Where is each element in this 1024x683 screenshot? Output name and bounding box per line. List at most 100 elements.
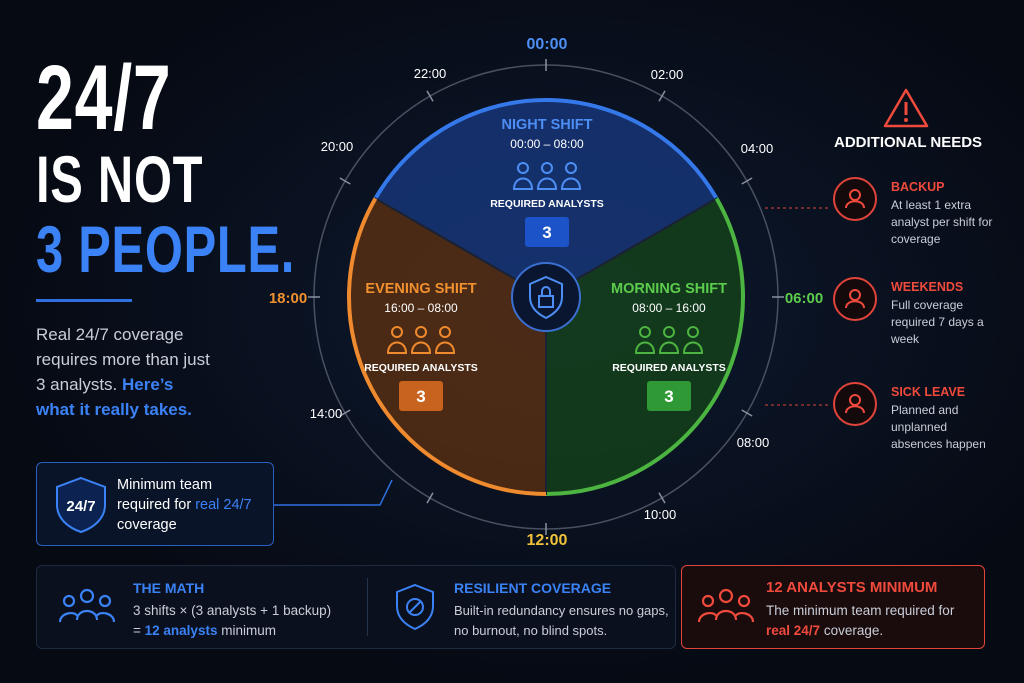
person (682, 341, 704, 354)
badge-suffix: coverage (117, 517, 177, 533)
glyph (849, 189, 861, 201)
clock-label: 12:00 (527, 532, 568, 549)
minimum-highlight: real 24/7 (766, 623, 821, 638)
shift-arc (373, 98, 719, 200)
clock-label: 00:00 (527, 36, 568, 53)
intro-highlight: Here’s what it really takes. (36, 375, 192, 419)
need-icon (833, 177, 877, 221)
clock-label: 10:00 (644, 507, 677, 522)
count-box (525, 217, 569, 247)
need-text: At least 1 extra analyst per shift for c… (891, 198, 993, 246)
person (434, 341, 456, 354)
clock-label: 20:00 (321, 139, 354, 154)
resilient-text: Built-in redundancy ensures no gaps, no … (454, 603, 669, 638)
hour-tick (426, 90, 434, 102)
person (565, 162, 577, 174)
count-box (399, 381, 443, 411)
glyph (849, 394, 861, 406)
need-icon (833, 382, 877, 426)
shift-hours: 08:00 – 16:00 (632, 301, 706, 315)
need-icon (833, 277, 877, 321)
people-icon (512, 162, 582, 190)
math-highlight: 12 analysts (144, 623, 218, 638)
need-glyph (845, 289, 865, 309)
minimum-panel: 12 ANALYSTS MINIMUM The minimum team req… (681, 565, 985, 649)
shift-name: EVENING SHIFT (365, 281, 476, 297)
person (512, 177, 534, 190)
need-glyph (845, 394, 865, 414)
footer-panel: THE MATH 3 shifts × (3 analysts + 1 back… (36, 565, 676, 649)
shift-arc (347, 197, 547, 496)
required-label: REQUIRED ANALYSTS (490, 198, 604, 210)
shift-hours: 16:00 – 08:00 (384, 301, 458, 315)
hour-tick (339, 177, 351, 185)
required-label: REQUIRED ANALYSTS (364, 362, 478, 374)
intro: Real 24/7 coverage requires more than ju… (36, 322, 216, 422)
hour-tick (741, 409, 753, 417)
need-glyph (845, 189, 865, 209)
person (410, 341, 432, 354)
lock-shield (529, 275, 563, 320)
clock-label: 22:00 (414, 66, 447, 81)
hour-tick (741, 177, 753, 185)
need-title: SICK LEAVE (891, 385, 966, 399)
divider (36, 299, 132, 302)
headline-line: 24/7 (36, 47, 172, 149)
lock-body (538, 295, 554, 308)
clock-label: 06:00 (785, 290, 823, 307)
person (439, 326, 451, 338)
person (639, 326, 651, 338)
person (517, 162, 529, 174)
badge-icon-text: 24/7 (66, 498, 95, 515)
clock-label: 02:00 (651, 67, 684, 82)
badge-text: Minimum team required for (117, 477, 213, 513)
person (391, 326, 403, 338)
warning-icon (883, 88, 929, 128)
shift-name: NIGHT SHIFT (501, 117, 592, 133)
badge: 24/7 Minimum team required for real 24/7… (36, 462, 274, 546)
math-line: 3 shifts × (3 analysts + 1 backup) (133, 603, 332, 618)
hour-tick (658, 492, 666, 504)
resilient-icon (396, 583, 434, 631)
team-icon (58, 588, 116, 623)
clock-label: 18:00 (269, 290, 307, 307)
need-title: BACKUP (891, 180, 945, 194)
hour-tick (339, 409, 351, 417)
shift-count: 3 (664, 387, 673, 406)
resilient-title: RESILIENT COVERAGE (454, 580, 612, 596)
clock-label: 04:00 (741, 141, 774, 156)
shield-icon: 24/7 (56, 476, 106, 534)
hour-tick (426, 492, 434, 504)
separator (367, 578, 368, 636)
person (658, 341, 680, 354)
hour-tick (658, 90, 666, 102)
minimum-title: 12 ANALYSTS MINIMUM (766, 579, 938, 596)
minimum-text: The minimum team required for (766, 603, 955, 618)
clock-label: 14:00 (310, 406, 343, 421)
headline: 24/7 IS NOT 3 PEOPLE. (36, 52, 386, 284)
shift-count: 3 (542, 223, 551, 242)
minimum-suffix: coverage. (823, 623, 884, 638)
badge-highlight: real 24/7 (195, 497, 252, 513)
people-icon (386, 326, 456, 354)
person (541, 162, 553, 174)
headline-line: 3 PEOPLE. (36, 212, 296, 286)
shift-hours: 00:00 – 08:00 (510, 137, 584, 151)
person (663, 326, 675, 338)
need-title: WEEKENDS (891, 280, 964, 294)
person (536, 177, 558, 190)
shift-arc (545, 197, 745, 496)
glyph (845, 200, 865, 209)
intro-text: Real 24/7 coverage requires more than ju… (36, 325, 210, 394)
need-text: Full coverage required 7 days a week (891, 298, 984, 346)
math-suffix: minimum (221, 623, 276, 638)
lock-shackle (541, 286, 551, 296)
connector (274, 479, 393, 506)
math-title: THE MATH (133, 580, 205, 596)
glyph (845, 300, 865, 309)
people-icon (634, 326, 704, 354)
person (634, 341, 656, 354)
glyph (845, 405, 865, 414)
